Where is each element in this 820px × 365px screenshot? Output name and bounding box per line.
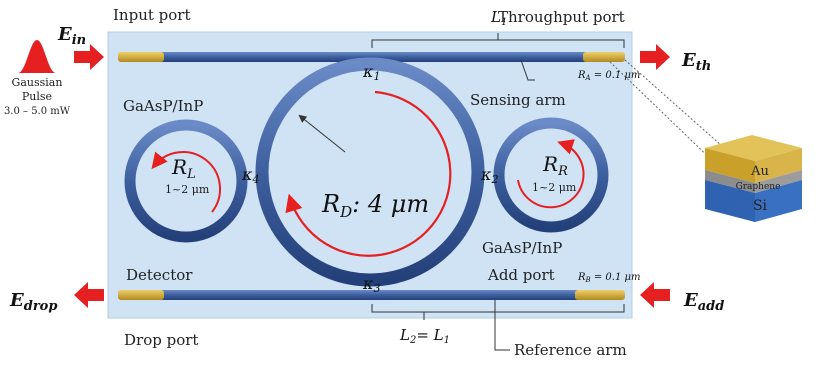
rl-label: RL (171, 155, 196, 182)
pulse-label: Pulse (22, 90, 52, 103)
rr-label: RR (542, 152, 568, 179)
inset-dotted-line-2 (609, 61, 721, 169)
center-ring-circulation-arrow (285, 90, 452, 257)
e-in-arrow (74, 44, 104, 70)
e-th-arrow (640, 44, 670, 70)
rb-label: RB = 0.1 μm (577, 272, 641, 284)
input-port-label: Input port (113, 6, 190, 24)
material-layer-stack (705, 135, 802, 222)
layer-graphene-label: Graphene (736, 182, 781, 192)
right-ring (493, 117, 609, 233)
layer-si-label: Si (753, 198, 768, 214)
e-drop-label: Edrop (9, 290, 57, 314)
e-in-label: Ein (57, 24, 86, 48)
drop-gold-segment (118, 290, 164, 300)
inset-dotted-line-1 (624, 59, 723, 147)
rd-label: RD: 4 μm (321, 190, 429, 221)
e-add-arrow (640, 282, 670, 308)
e-th-label: Eth (681, 50, 711, 74)
gaussian-pulse-icon (18, 40, 56, 73)
right-ring-circulation-arrow (517, 139, 585, 209)
reference-arm-label: Reference arm (514, 341, 627, 359)
top-bus-waveguide (118, 52, 625, 62)
l2-bracket (371, 304, 625, 320)
left-ring (124, 119, 248, 243)
chip-substrate (107, 31, 633, 319)
throughput-gold-segment (583, 52, 625, 62)
power-range-label: 3.0 – 5.0 mW (4, 106, 71, 117)
sensing-arm-label: Sensing arm (470, 91, 566, 109)
reference-arm-leader (494, 300, 510, 351)
radius-pointer (298, 114, 346, 153)
l2-label: L2= L1 (399, 326, 450, 346)
throughput-port-label: Throughput port (498, 8, 625, 26)
center-ring (255, 57, 485, 287)
rr-range-label: 1~2 μm (532, 181, 577, 194)
kappa4-label: κ4 (241, 165, 260, 186)
detector-label: Detector (126, 266, 193, 284)
bottom-bus-waveguide (118, 290, 625, 300)
gaussian-label: Gaussian (12, 76, 63, 89)
input-gold-segment (118, 52, 164, 62)
add-gold-segment (575, 290, 625, 300)
material-right-label: GaAsP/InP (482, 239, 562, 257)
sensing-arm-leader (520, 59, 535, 81)
e-drop-arrow (74, 282, 104, 308)
drop-port-label: Drop port (124, 331, 198, 349)
kappa1-label: κ1 (362, 62, 381, 83)
l1-label: L1 (490, 8, 507, 28)
rl-range-label: 1~2 μm (165, 183, 210, 196)
ra-label: RA = 0.1 μm (577, 70, 640, 82)
layer-au-label: Au (750, 164, 769, 179)
e-add-label: Eadd (683, 290, 724, 314)
kappa3-label: κ3 (362, 274, 381, 295)
material-left-label: GaAsP/InP (123, 97, 203, 115)
add-port-label: Add port (487, 266, 555, 284)
kappa2-label: κ2 (480, 165, 499, 186)
l1-bracket (371, 33, 625, 48)
left-ring-circulation-arrow (151, 151, 222, 213)
